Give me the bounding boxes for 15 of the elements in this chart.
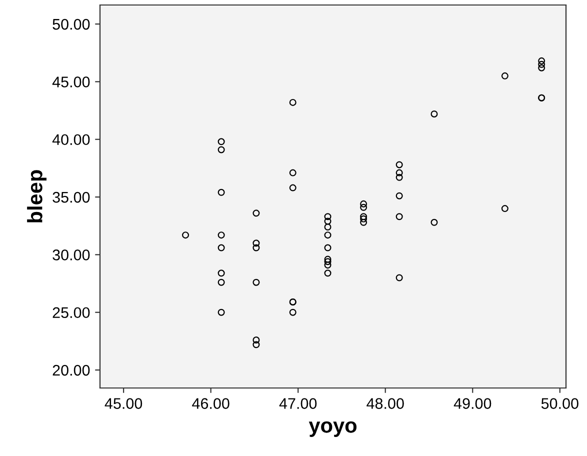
x-tick-label: 46.00 bbox=[192, 398, 230, 409]
y-tick-label: 40.00 bbox=[52, 134, 90, 146]
x-tick-label: 50.00 bbox=[541, 398, 578, 409]
y-tick-label: 30.00 bbox=[52, 250, 90, 260]
y-tick-label: 50.00 bbox=[52, 18, 90, 30]
x-axis-title: yoyo bbox=[308, 421, 356, 437]
y-tick-label: 25.00 bbox=[52, 307, 90, 318]
y-axis-title: bleep bbox=[27, 170, 46, 222]
x-tick-label: 48.00 bbox=[366, 398, 404, 409]
x-tick-label: 47.00 bbox=[279, 398, 317, 409]
y-tick-label: 20.00 bbox=[52, 364, 90, 376]
x-tick-label: 49.00 bbox=[454, 398, 492, 409]
y-tick-label: 45.00 bbox=[52, 76, 90, 88]
x-tick-label: 45.00 bbox=[104, 398, 142, 409]
y-tick-label: 35.00 bbox=[52, 192, 90, 203]
